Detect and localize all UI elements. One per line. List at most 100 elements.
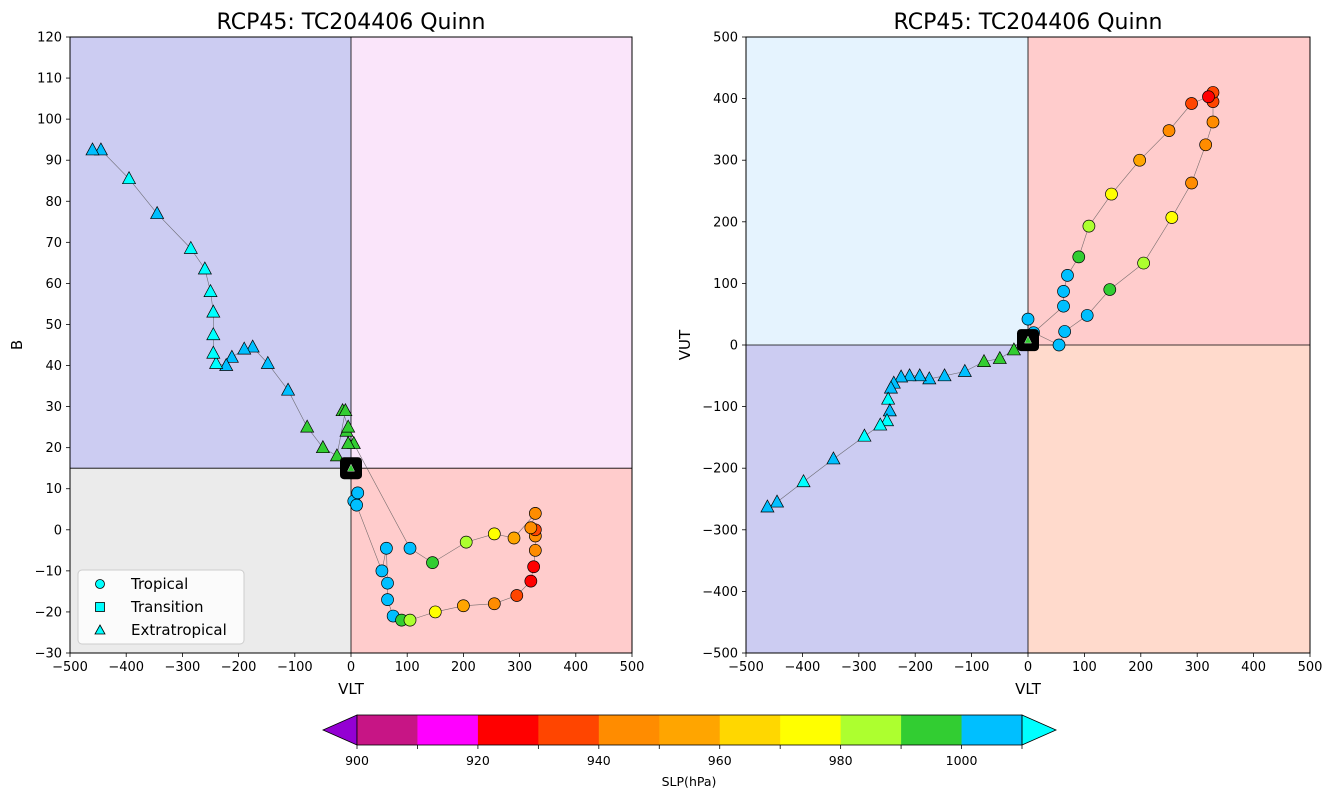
tropical-point-marker	[459, 535, 473, 549]
colorbar-tick-label: 920	[466, 753, 490, 768]
tropical-point-marker	[487, 527, 501, 541]
y-tick-label: −20	[35, 605, 62, 620]
y-tick-label: 10	[45, 482, 62, 497]
y-tick-label: 100	[713, 277, 738, 292]
colorbar-segment	[477, 715, 539, 745]
tropical-point-marker	[350, 498, 363, 512]
left-quadrant-upper-right	[351, 37, 632, 469]
colorbar-tick-label: 960	[708, 753, 732, 768]
extratropical-point-marker	[341, 419, 356, 433]
tropical-point-marker	[510, 589, 524, 602]
y-tick-label: 80	[45, 195, 62, 210]
tropical-point-marker	[1199, 138, 1213, 152]
extratropical-point-marker	[197, 261, 212, 275]
left-quadrant-upper-left	[70, 37, 351, 469]
extratropical-point-marker	[183, 240, 198, 254]
tropical-point-marker	[1185, 97, 1198, 110]
y-tick-label: 60	[45, 277, 62, 292]
legend-transition-label: Transition	[130, 598, 204, 616]
right-quadrant-lower-right	[1028, 345, 1310, 653]
extratropical-point-marker	[150, 205, 165, 219]
extratropical-point-marker	[883, 380, 899, 394]
x-tick-label: 100	[395, 660, 420, 675]
tropical-point-marker	[1165, 211, 1179, 224]
colorbar-tick-label: 940	[587, 753, 611, 768]
x-tick-label: 400	[1241, 660, 1266, 675]
tropical-point-marker	[528, 507, 542, 520]
extratropical-point-marker	[237, 341, 252, 355]
extratropical-point-marker	[329, 448, 345, 462]
extratropical-point-marker	[85, 142, 100, 156]
x-tick-label: −300	[841, 660, 877, 675]
tropical-point-marker	[528, 543, 542, 557]
colorbar-tick-label: 980	[829, 753, 853, 768]
tropical-point-marker	[1162, 124, 1176, 137]
y-tick-label: 90	[45, 154, 62, 169]
left-y-axis-label: B	[8, 340, 26, 350]
left-x-axis-label: VLT	[338, 680, 365, 698]
legend-frame	[77, 569, 245, 645]
legend-tropical-icon	[95, 579, 105, 589]
x-tick-label: 200	[451, 660, 476, 675]
genesis-start-icon	[347, 463, 355, 472]
extratropical-point-marker	[976, 353, 992, 367]
colorbar-segment	[598, 715, 660, 745]
extratropical-point-marker	[245, 339, 260, 353]
y-tick-label: −500	[702, 647, 738, 662]
extratropical-point-marker	[341, 435, 356, 449]
extratropical-point-marker	[796, 474, 811, 488]
x-tick-label: −100	[954, 660, 990, 675]
tropical-point-marker	[428, 605, 442, 619]
y-tick-label: 200	[713, 215, 738, 230]
tropical-point-marker	[457, 599, 470, 613]
right-quadrant-upper-right	[1028, 37, 1310, 345]
extratropical-point-marker	[224, 349, 239, 363]
extratropical-point-marker	[857, 428, 872, 442]
right-quadrant-upper-left	[746, 37, 1028, 345]
colorbar-segment	[840, 715, 902, 745]
colorbar-segment	[961, 715, 1023, 745]
colorbar-segment	[659, 715, 721, 745]
x-tick-label: −200	[897, 660, 933, 675]
y-tick-label: 120	[37, 31, 62, 46]
left-panel: RCP45: TC204406 Quinn VLT B −500 −400 −300…	[8, 10, 644, 698]
tropical-point-marker	[1206, 115, 1220, 129]
x-tick-label: 500	[620, 660, 645, 675]
y-tick-label: −10	[35, 564, 62, 579]
tropical-point-marker	[1137, 256, 1150, 270]
y-tick-label: −100	[702, 400, 738, 415]
extratropical-point-marker	[315, 439, 330, 454]
tropical-point-marker	[403, 541, 417, 555]
y-tick-label: 0	[54, 523, 62, 538]
legend-transition-icon	[95, 602, 105, 612]
tropical-point-marker	[380, 541, 393, 555]
tropical-point-marker	[1082, 219, 1096, 233]
tropical-point-marker	[381, 576, 394, 590]
tropical-point-marker	[403, 613, 417, 627]
extratropical-point-marker	[894, 369, 909, 383]
x-tick-label: 0	[347, 660, 355, 675]
tropical-point-marker	[524, 574, 538, 588]
tropical-point-marker	[487, 597, 501, 611]
x-tick-label: 200	[1128, 660, 1153, 675]
colorbar-under-arrow	[322, 714, 358, 746]
colorbar-segment	[719, 715, 781, 745]
colorbar-segment	[357, 715, 418, 745]
extratropical-point-marker	[760, 499, 775, 513]
x-tick-label: −500	[52, 660, 88, 675]
colorbar-tick-label: 900	[345, 753, 369, 768]
colorbar-segment	[780, 715, 842, 745]
extratropical-point-marker	[882, 403, 897, 417]
x-tick-label: 300	[507, 660, 532, 675]
right-panel: RCP45: TC204406 Quinn VLT VUT −500 −400 −3…	[676, 10, 1322, 698]
extratropical-point-marker	[206, 345, 221, 359]
extratropical-point-marker	[826, 451, 841, 465]
x-tick-label: −100	[277, 660, 313, 675]
colorbar-tick-label: 1000	[946, 753, 978, 768]
colorbar-frame	[356, 714, 1023, 746]
extratropical-point-marker	[992, 350, 1007, 364]
left-quadrant-lower-right	[351, 468, 632, 653]
tropical-point-marker	[1185, 176, 1198, 190]
